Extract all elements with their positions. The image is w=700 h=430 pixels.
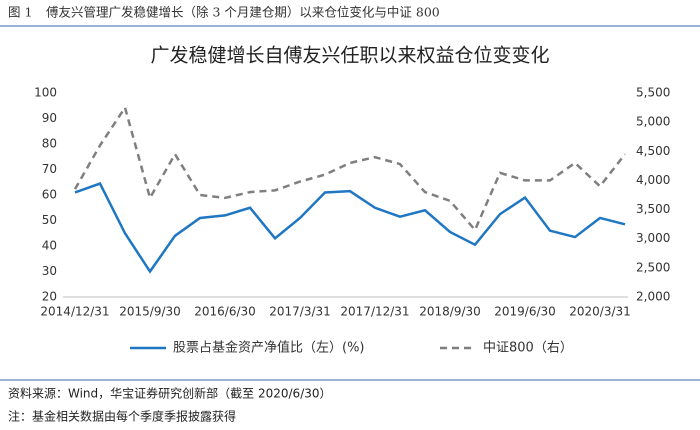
y-tick-label: 100 [34, 86, 57, 100]
y-tick-label: 70 [42, 162, 57, 176]
series-line [73, 104, 626, 233]
legend-label: 股票占基金资产净值比（左）(%) [173, 340, 365, 356]
legend-label: 中证800（右） [483, 341, 573, 356]
x-tick-label: 2017/12/31 [340, 305, 409, 319]
source-note: 资料来源：Wind，华宝证券研究创新部（截至 2020/6/30） [8, 386, 332, 401]
y2-tick-label: 4,500 [636, 144, 670, 158]
y2-tick-label: 3,500 [636, 202, 670, 216]
series-line [74, 181, 626, 274]
y2-tick-label: 4,000 [636, 173, 670, 187]
y-tick-label: 90 [42, 111, 57, 125]
y-tick-label: 30 [42, 264, 57, 278]
y-tick-label: 20 [42, 290, 57, 304]
y-tick-label: 50 [42, 213, 57, 227]
y-tick-label: 40 [42, 239, 57, 253]
x-tick-label: 2018/9/30 [419, 305, 481, 319]
chart-title: 广发稳健增长自傅友兴任职以来权益仓位变变化 [150, 45, 549, 67]
y2-tick-label: 5,500 [636, 86, 670, 100]
x-tick-label: 2020/3/31 [569, 305, 631, 319]
x-tick-label: 2019/6/30 [494, 305, 556, 319]
y2-tick-label: 5,000 [636, 115, 670, 129]
figure-caption: 傅友兴管理广发稳健增长（除 3 个月建仓期）以来仓位变化与中证 800 [46, 5, 440, 20]
x-tick-label: 2015/9/30 [119, 305, 181, 319]
figure-label: 图 1 [8, 5, 32, 20]
x-tick-label: 2016/6/30 [194, 305, 256, 319]
y-tick-label: 80 [42, 137, 57, 151]
y2-tick-label: 2,000 [636, 290, 670, 304]
x-tick-label: 2017/3/31 [269, 305, 331, 319]
data-note: 注：基金相关数据由每个季度季报披露获得 [8, 409, 236, 424]
y2-tick-label: 2,500 [636, 260, 670, 274]
y-tick-label: 60 [42, 188, 57, 202]
y2-tick-label: 3,000 [636, 231, 670, 245]
x-tick-label: 2014/12/31 [40, 305, 109, 319]
